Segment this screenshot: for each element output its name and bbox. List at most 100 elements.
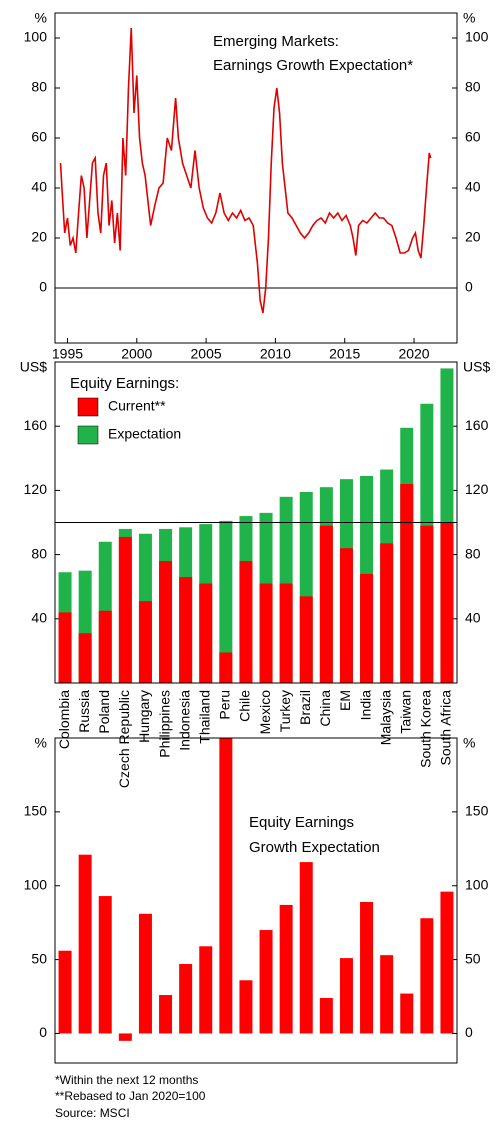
- y-tick-label: 80: [31, 79, 47, 95]
- y2-tick-label: 80: [465, 79, 481, 95]
- footnote: *Within the next 12 months: [55, 1073, 198, 1087]
- bar: [199, 946, 213, 1034]
- bar: [199, 583, 213, 683]
- x-tick-label: 2005: [191, 346, 222, 362]
- bar: [380, 955, 394, 1034]
- y2-tick-label: 50: [465, 950, 481, 966]
- x-tick-label: India: [357, 690, 373, 721]
- bar: [299, 862, 313, 1034]
- bar: [219, 652, 233, 683]
- footnote: **Rebased to Jan 2020=100: [55, 1089, 206, 1103]
- y2-tick-label: 150: [465, 803, 489, 819]
- y-unit: %: [35, 735, 47, 751]
- plot-frame: [54, 737, 458, 1064]
- y2-tick-label: 40: [465, 610, 481, 626]
- x-tick-label: Thailand: [196, 690, 212, 744]
- x-tick-label: Malaysia: [377, 690, 393, 745]
- footnote: Source: MSCI: [55, 1106, 130, 1120]
- y-tick-label: 160: [24, 417, 48, 433]
- x-tick-label: Hungary: [136, 690, 152, 743]
- y-unit: %: [35, 10, 47, 26]
- x-tick-label: EM: [337, 690, 353, 711]
- y-tick-label: 100: [24, 876, 48, 892]
- y2-tick-label: 100: [465, 876, 489, 892]
- legend-label: Expectation: [108, 426, 181, 442]
- bar: [219, 738, 233, 1034]
- plot-frame: [54, 12, 458, 344]
- x-tick-label: Brazil: [297, 690, 313, 725]
- bar: [159, 561, 173, 683]
- bar: [440, 522, 454, 683]
- y-tick-label: 0: [39, 279, 47, 295]
- y-tick-label: 120: [24, 481, 48, 497]
- bar: [179, 964, 193, 1034]
- bar: [339, 958, 353, 1034]
- x-tick-label: Taiwan: [397, 690, 413, 734]
- x-tick-label: Mexico: [257, 690, 273, 735]
- bar: [420, 918, 434, 1034]
- x-tick-label: Chile: [237, 690, 253, 722]
- y2-tick-label: 20: [465, 229, 481, 245]
- bar: [279, 583, 293, 683]
- bar: [259, 583, 273, 683]
- x-tick-label: Turkey: [277, 690, 293, 732]
- chart-title: Emerging Markets:: [213, 33, 339, 50]
- bar: [219, 520, 233, 683]
- chart-title: Earnings Growth Expectation*: [213, 57, 413, 74]
- bar: [299, 596, 313, 683]
- bar: [319, 525, 333, 683]
- y2-tick-label: 160: [465, 417, 489, 433]
- bar: [360, 573, 374, 683]
- bar: [179, 577, 193, 683]
- bar: [159, 995, 173, 1034]
- y2-tick-label: 80: [465, 545, 481, 561]
- chart-title: Equity Earnings: [249, 814, 354, 831]
- chart-title: Growth Expectation: [249, 839, 380, 856]
- y2-unit: US$: [463, 359, 490, 375]
- bar: [259, 930, 273, 1034]
- x-tick-label: Philippines: [156, 690, 172, 758]
- x-tick-label: Indonesia: [176, 690, 192, 751]
- x-tick-label: 2020: [398, 346, 429, 362]
- y-unit: US$: [20, 359, 47, 375]
- y-tick-label: 50: [31, 950, 47, 966]
- y-tick-label: 40: [31, 179, 47, 195]
- y-tick-label: 150: [24, 803, 48, 819]
- y2-tick-label: 0: [465, 279, 473, 295]
- x-tick-label: 2000: [121, 346, 152, 362]
- clipped-bars: [58, 738, 454, 1041]
- x-tick-label: Peru: [217, 690, 233, 720]
- y-tick-label: 80: [31, 545, 47, 561]
- bar: [118, 536, 132, 683]
- y2-tick-label: 120: [465, 481, 489, 497]
- x-tick-label: Poland: [96, 690, 112, 734]
- x-tick-label: Czech Republic: [116, 690, 132, 788]
- y-tick-label: 100: [24, 29, 48, 45]
- y2-tick-label: 100: [465, 29, 489, 45]
- x-tick-label: 2010: [260, 346, 291, 362]
- bar: [420, 525, 434, 683]
- bar: [400, 993, 414, 1034]
- x-tick-label: Colombia: [56, 690, 72, 749]
- bar: [319, 998, 333, 1034]
- bar: [138, 913, 152, 1034]
- y2-unit: %: [463, 735, 475, 751]
- bar: [380, 543, 394, 683]
- bar: [138, 601, 152, 683]
- legend-swatch: [77, 425, 99, 445]
- bar: [239, 561, 253, 683]
- x-tick-label: 1995: [52, 346, 83, 362]
- bar: [98, 896, 112, 1034]
- y-tick-label: 40: [31, 610, 47, 626]
- bar: [58, 950, 72, 1034]
- x-tick-label: China: [317, 690, 333, 727]
- x-tick-label: South Korea: [418, 690, 434, 768]
- bar: [58, 612, 72, 683]
- legend-swatch: [77, 397, 99, 417]
- bar: [78, 854, 92, 1034]
- bar: [239, 980, 253, 1034]
- bar: [339, 548, 353, 683]
- x-tick-label: Russia: [76, 690, 92, 733]
- bar: [279, 904, 293, 1034]
